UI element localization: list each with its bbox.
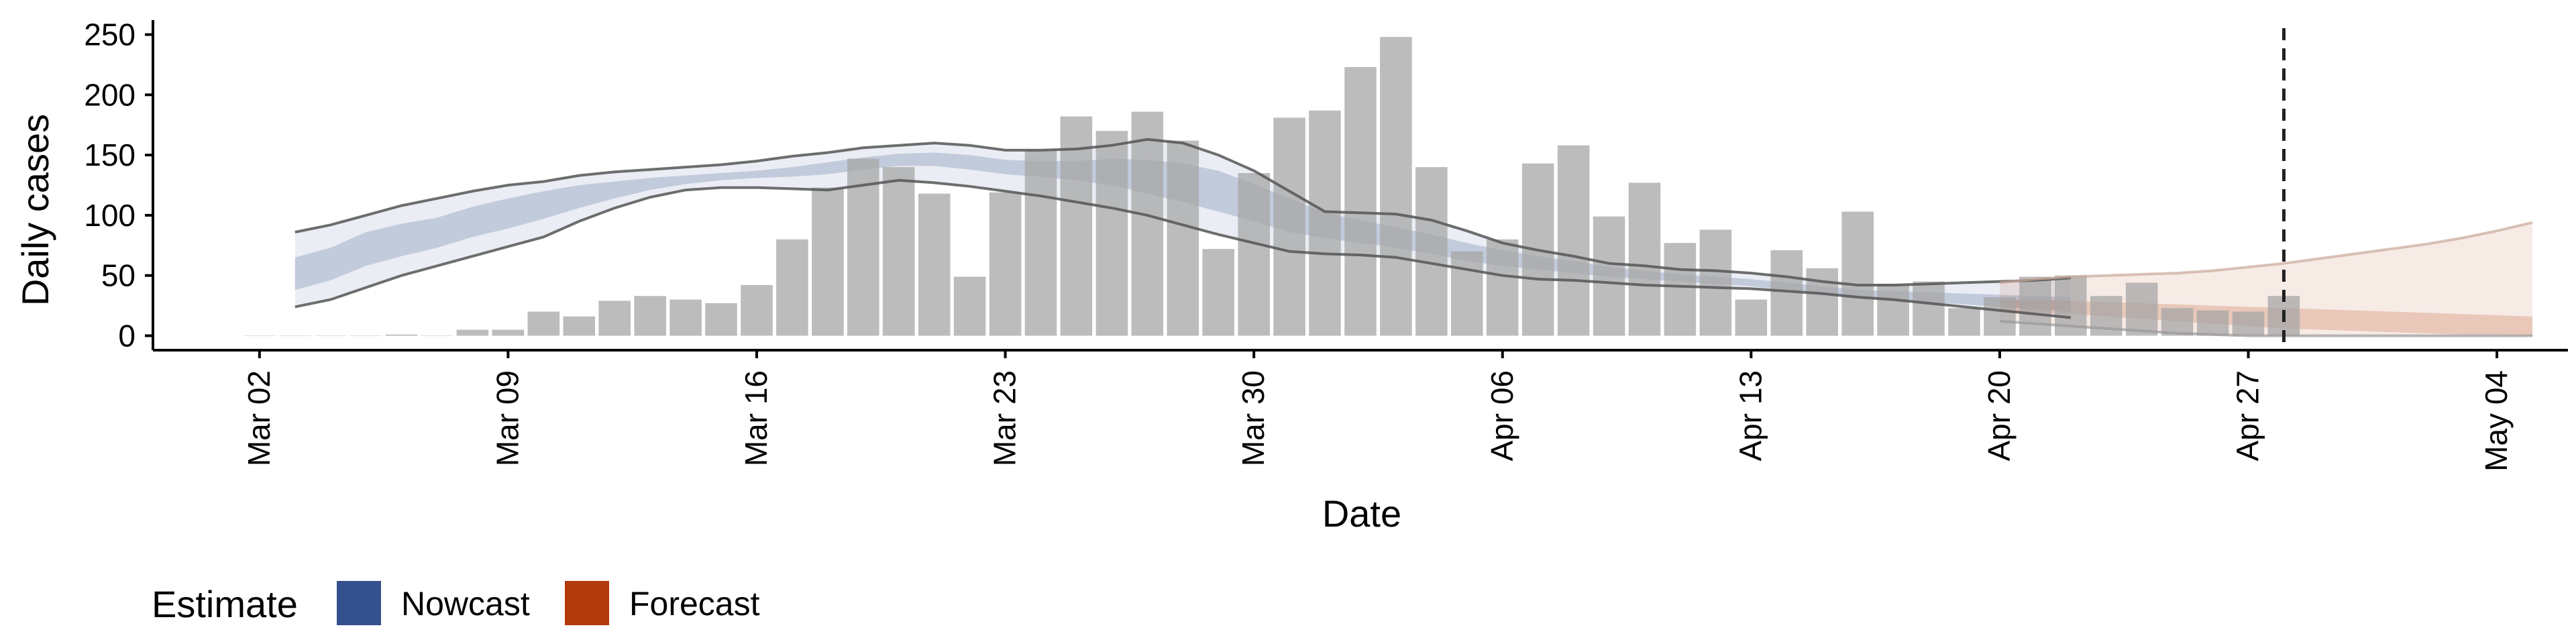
case-bar — [2196, 310, 2229, 336]
case-bar — [1380, 37, 1412, 336]
forecast-upper-line — [1999, 221, 2533, 284]
x-tick-label: Mar 02 — [241, 370, 276, 466]
y-tick-label: 250 — [84, 17, 136, 52]
case-bar — [1913, 281, 1945, 336]
case-bar — [1060, 116, 1093, 336]
case-bar — [1486, 239, 1519, 336]
nowcast-ribbon-50 — [294, 152, 2071, 312]
y-tick-label: 150 — [84, 138, 136, 172]
case-bar — [1451, 251, 1483, 336]
case-bar — [1664, 243, 1697, 336]
case-bar — [244, 335, 276, 336]
case-bar — [456, 329, 489, 336]
x-tick-label: Apr 20 — [1982, 370, 2017, 462]
case-bar — [669, 299, 702, 336]
y-tick-label: 100 — [84, 198, 136, 233]
nowcast-ribbons — [294, 139, 2071, 318]
nowcast-upper-line — [294, 138, 2071, 286]
legend-swatch-forecast — [565, 581, 609, 625]
x-tick-label: Apr 13 — [1733, 370, 1768, 462]
case-bar — [314, 335, 347, 336]
y-tick-label: 200 — [84, 77, 136, 112]
case-bar — [1735, 299, 1768, 336]
forecast-lower-line — [1999, 319, 2533, 337]
case-bar — [1841, 211, 1874, 336]
case-bar — [882, 167, 915, 336]
x-tick-label: Mar 30 — [1236, 370, 1271, 466]
case-bar — [563, 316, 596, 336]
case-bar — [812, 187, 844, 336]
x-axis-ticks: Mar 02 Mar 09 Mar 16 Mar 23 Mar 30 Apr 06 Apr … — [241, 350, 2514, 472]
case-bar — [776, 239, 808, 336]
y-tick-label: 50 — [101, 258, 136, 293]
x-tick-label: Mar 23 — [987, 370, 1022, 466]
case-bar — [527, 311, 560, 336]
y-axis-ticks: 0 50 100 150 200 250 — [84, 17, 153, 353]
legend-title: Estimate — [152, 583, 298, 625]
case-bar — [1415, 167, 1448, 336]
case-bar — [1699, 229, 1732, 336]
x-tick-label: Apr 27 — [2231, 370, 2265, 462]
y-axis-title: Daily cases — [14, 114, 56, 306]
legend-label-nowcast: Nowcast — [401, 585, 530, 623]
case-bar — [1344, 67, 1377, 336]
legend-label-forecast: Forecast — [629, 585, 760, 623]
x-tick-label: Mar 16 — [739, 370, 773, 466]
legend: Estimate Nowcast Forecast — [152, 581, 760, 625]
x-tick-label: Mar 09 — [490, 370, 525, 466]
x-tick-label: May 04 — [2479, 370, 2514, 472]
case-bar — [1167, 140, 1199, 336]
case-bar — [1024, 150, 1057, 336]
case-bar — [2161, 308, 2194, 336]
case-bar — [847, 158, 879, 336]
case-bar — [953, 276, 986, 336]
case-bar — [1557, 145, 1590, 336]
case-bar — [2232, 311, 2265, 336]
case-bar — [1806, 268, 1838, 336]
case-bar — [385, 334, 418, 336]
case-bar — [1628, 182, 1661, 336]
y-tick-label: 0 — [118, 318, 136, 353]
case-bar — [1984, 297, 2016, 336]
case-bar — [1948, 308, 1980, 336]
case-bar — [741, 285, 773, 336]
case-bar — [705, 303, 737, 336]
case-bar — [1309, 110, 1341, 336]
case-bar — [634, 296, 666, 336]
case-bar — [492, 329, 525, 336]
case-bar — [918, 193, 951, 336]
case-bar — [989, 192, 1022, 336]
case-bar — [1095, 131, 1128, 336]
case-bar — [598, 301, 631, 336]
case-bar — [1202, 249, 1234, 336]
case-bar — [2125, 282, 2158, 336]
nowcast-ribbon-90 — [294, 139, 2071, 318]
nowcast-lower-line — [294, 178, 2072, 319]
case-bar — [350, 335, 382, 336]
case-bar — [278, 335, 311, 336]
case-bar — [1877, 284, 1909, 336]
case-bar — [2019, 276, 2051, 336]
case-bar — [1238, 173, 1270, 336]
estimate-bound-lines — [294, 138, 2533, 337]
case-bar — [1273, 117, 1305, 336]
case-bar — [1593, 216, 1625, 336]
legend-swatch-nowcast — [337, 581, 381, 625]
case-bar — [1131, 111, 1164, 336]
case-bar — [421, 335, 453, 336]
x-tick-label: Apr 06 — [1485, 370, 1519, 462]
x-axis-title: Date — [1322, 492, 1401, 535]
